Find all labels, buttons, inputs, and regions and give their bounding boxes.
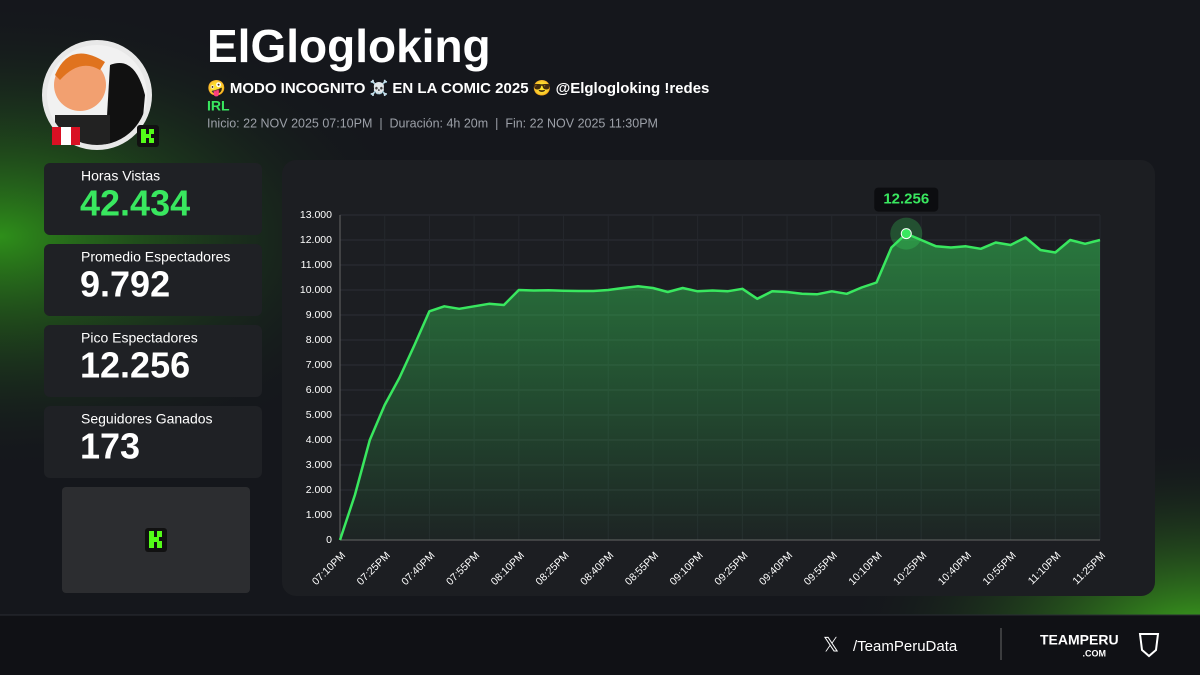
footer-bar [0,615,1200,675]
stat-card [44,244,262,316]
stream-meta: Inicio: 22 NOV 2025 07:10PM | Duración: … [207,116,658,130]
brand-sub: .COM [1083,648,1107,658]
x-logo: 𝕏 [823,634,839,656]
kick-logo [145,528,167,552]
stat-label: Horas Vistas [81,168,160,184]
stat-card [44,163,262,235]
stat-value: 42.434 [80,183,190,224]
stat-value: 12.256 [80,345,190,386]
category: IRL [207,98,230,114]
flag [52,127,80,145]
hair [55,53,105,80]
y-tick-label: 6.000 [306,384,332,396]
streamer-name: ElGlogloking [207,20,491,72]
y-tick-label: 0 [326,534,332,546]
y-tick-label: 3.000 [306,459,332,471]
stat-label: Pico Espectadores [81,330,198,346]
stat-card [44,325,262,397]
y-tick-label: 1.000 [306,509,332,521]
social-handle: /TeamPeruData [853,638,958,655]
y-tick-label: 4.000 [306,434,332,446]
y-tick-label: 8.000 [306,334,332,346]
area [340,233,1100,540]
stat-label: Promedio Espectadores [81,249,230,265]
y-tick-label: 10.000 [300,284,332,296]
y-tick-label: 12.000 [300,234,332,246]
brand: TEAMPERU [1040,632,1119,648]
y-tick-label: 7.000 [306,359,332,371]
y-tick-label: 2.000 [306,484,332,496]
y-tick-label: 11.000 [301,259,332,271]
kick-badge [137,125,159,147]
y-tick-label: 9.000 [306,309,332,321]
stat-card [44,406,262,478]
peak-tag [874,187,939,212]
peak-marker [900,228,912,240]
stat-value: 9.792 [80,264,170,305]
y-tick-label: 5.000 [306,409,332,421]
stat-label: Seguidores Ganados [81,411,213,427]
line [338,232,1101,541]
y-tick-label: 13.000 [300,209,332,221]
brand-shield [1138,633,1160,658]
stat-value: 173 [80,426,140,467]
stream-title: 🤪 MODO INCOGNITO ☠️ EN LA COMIC 2025 😎 @… [207,79,709,97]
peak-label: 12.256 [883,191,929,208]
